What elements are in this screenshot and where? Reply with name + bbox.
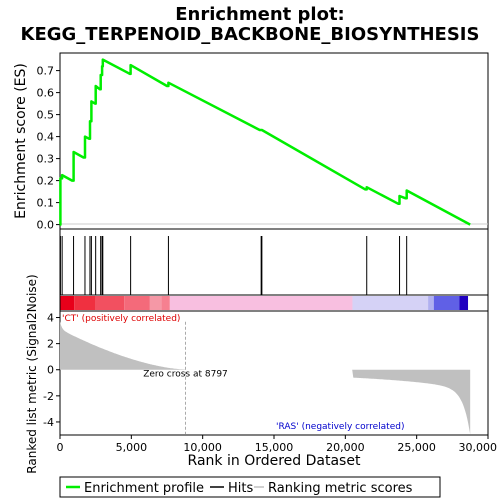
x-tick-label: 0 xyxy=(57,441,64,454)
metric-panel: Zero cross at 8797 'CT' (positively corr… xyxy=(43,310,489,436)
es-y-tick-label: 0.2 xyxy=(37,175,55,188)
heatmap-segment xyxy=(161,296,170,310)
x-tick-label: 20,000 xyxy=(326,441,365,454)
positive-correlation-label: 'CT' (positively correlated) xyxy=(62,314,180,324)
es-y-tick-label: 0.5 xyxy=(37,109,55,122)
metric-y-tick-label: -2 xyxy=(43,390,54,403)
heatmap-bar xyxy=(59,294,489,312)
es-y-tick-label: 0.1 xyxy=(37,197,55,210)
heatmap-segment xyxy=(124,296,150,310)
heatmap-segment xyxy=(428,296,434,310)
metric-y-tick-label: -4 xyxy=(43,416,54,429)
heatmap-segment xyxy=(352,296,429,310)
chart-title-line-2: KEGG_TERPENOID_BACKBONE_BIOSYNTHESIS xyxy=(21,24,480,45)
legend: Enrichment profile Hits Ranking metric s… xyxy=(59,476,441,498)
heatmap-segment xyxy=(74,296,96,310)
legend-box xyxy=(59,476,441,498)
negative-correlation-label: 'RAS' (negatively correlated) xyxy=(276,422,404,432)
x-tick-label: 30,000 xyxy=(459,441,498,454)
heatmap-segment xyxy=(433,296,460,310)
ranking-metric-area xyxy=(60,321,471,435)
legend-hits-label: Hits xyxy=(228,481,253,496)
hits-panel-frame xyxy=(59,228,489,296)
metric-y-tick-label: 2 xyxy=(47,338,54,351)
legend-enrichment-profile-label: Enrichment profile xyxy=(84,481,204,496)
chart-title-line-1: Enrichment plot: xyxy=(175,4,345,25)
x-tick-label: 25,000 xyxy=(397,441,436,454)
metric-y-tick-label: 0 xyxy=(47,364,54,377)
heatmap-segment xyxy=(60,296,75,310)
heatmap-segment xyxy=(459,296,469,310)
es-y-tick-label: 0.7 xyxy=(37,65,55,78)
heatmap-segment xyxy=(169,296,353,310)
x-tick-label: 15,000 xyxy=(255,441,294,454)
metric-y-tick-label: 4 xyxy=(47,312,54,325)
enrichment-profile-line xyxy=(59,58,471,226)
x-axis-label: Rank in Ordered Dataset xyxy=(188,453,361,469)
x-tick-label: 5,000 xyxy=(116,441,148,454)
hits-panel xyxy=(59,228,489,296)
es-y-axis-label: Enrichment score (ES) xyxy=(13,63,29,219)
heatmap-segment xyxy=(149,296,162,310)
x-tick-label: 10,000 xyxy=(183,441,222,454)
es-panel-frame xyxy=(59,52,489,230)
es-panel: 0.0 0.1 0.2 0.3 0.4 0.5 0.6 0.7 xyxy=(37,52,489,232)
zero-cross-label: Zero cross at 8797 xyxy=(143,370,228,380)
es-y-tick-label: 0.0 xyxy=(37,219,55,232)
es-y-tick-label: 0.6 xyxy=(37,87,55,100)
es-y-tick-label: 0.3 xyxy=(37,153,55,166)
es-y-tick-label: 0.4 xyxy=(37,131,55,144)
metric-y-axis-label: Ranked list metric (Signal2Noise) xyxy=(25,274,39,473)
legend-ranking-metric-label: Ranking metric scores xyxy=(268,481,413,496)
heatmap-segment xyxy=(95,296,125,310)
